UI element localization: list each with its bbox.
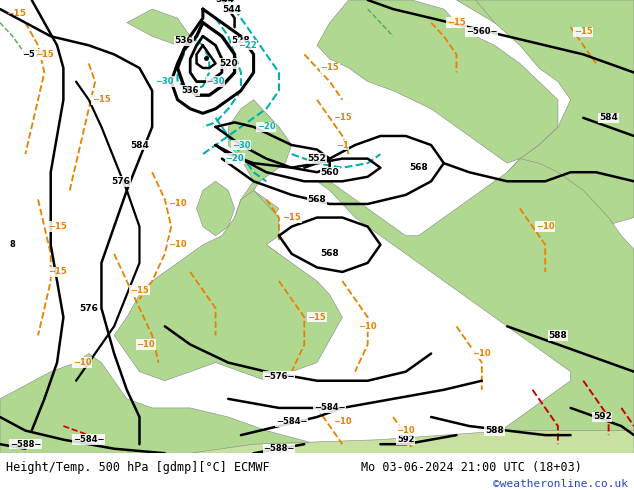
Text: −15: −15 <box>282 213 301 222</box>
Text: −15: −15 <box>307 313 327 322</box>
Text: 576: 576 <box>111 177 130 186</box>
Text: −584−: −584− <box>314 403 346 413</box>
Polygon shape <box>317 0 558 163</box>
Text: −15: −15 <box>333 113 352 122</box>
Text: −15: −15 <box>35 50 54 59</box>
Text: −576−: −576− <box>263 372 295 381</box>
Text: −10: −10 <box>358 322 377 331</box>
Text: −15: −15 <box>574 27 593 36</box>
Text: 544: 544 <box>222 4 241 14</box>
Text: −584−: −584− <box>276 417 307 426</box>
Text: Height/Temp. 500 hPa [gdmp][°C] ECMWF: Height/Temp. 500 hPa [gdmp][°C] ECMWF <box>6 462 270 474</box>
Text: −15: −15 <box>48 268 67 276</box>
Text: 584: 584 <box>599 113 618 122</box>
Text: Mo 03-06-2024 21:00 UTC (18+03): Mo 03-06-2024 21:00 UTC (18+03) <box>361 462 582 474</box>
Text: 544: 544 <box>216 0 235 4</box>
Text: −15: −15 <box>48 222 67 231</box>
Text: 560: 560 <box>320 168 339 177</box>
Text: 8: 8 <box>10 240 16 249</box>
Text: 520: 520 <box>219 59 238 68</box>
Text: −15: −15 <box>6 9 27 18</box>
Text: −15: −15 <box>320 64 339 73</box>
Text: −10: −10 <box>73 358 92 367</box>
Text: 568: 568 <box>307 195 327 204</box>
Text: −576−: −576− <box>22 50 54 59</box>
Text: −15: −15 <box>447 18 466 27</box>
Text: 552: 552 <box>307 154 327 163</box>
Polygon shape <box>228 99 292 263</box>
Text: −20: −20 <box>257 122 276 131</box>
Text: 592: 592 <box>397 435 415 444</box>
Text: −1: −1 <box>336 141 349 149</box>
Text: −584−: −584− <box>73 435 105 444</box>
Text: 588: 588 <box>548 331 567 340</box>
Polygon shape <box>190 431 634 453</box>
Polygon shape <box>197 181 235 236</box>
Text: −10: −10 <box>536 222 555 231</box>
Text: 528: 528 <box>231 36 250 45</box>
Text: 584: 584 <box>130 141 149 149</box>
Text: −10: −10 <box>333 417 352 426</box>
Text: −30: −30 <box>231 141 250 149</box>
Text: −588−: −588− <box>10 440 41 449</box>
Text: ©weatheronline.co.uk: ©weatheronline.co.uk <box>493 480 628 490</box>
Text: −22: −22 <box>238 41 257 50</box>
Polygon shape <box>127 9 190 46</box>
Text: 536: 536 <box>174 36 193 45</box>
Text: −30: −30 <box>206 77 225 86</box>
Text: 592: 592 <box>593 413 612 421</box>
Text: −10: −10 <box>136 340 155 349</box>
Text: 568: 568 <box>320 249 339 258</box>
Text: −30: −30 <box>155 77 174 86</box>
Text: 588: 588 <box>485 426 504 435</box>
Text: −10: −10 <box>168 199 187 208</box>
Text: −20: −20 <box>225 154 244 163</box>
Text: −588−: −588− <box>263 444 295 453</box>
Text: −10: −10 <box>472 349 491 358</box>
Text: 536: 536 <box>181 86 199 95</box>
Text: −560−: −560− <box>466 27 498 36</box>
Polygon shape <box>476 0 634 226</box>
Polygon shape <box>114 191 342 381</box>
Text: −15: −15 <box>130 286 149 294</box>
Text: −15: −15 <box>92 95 111 104</box>
Polygon shape <box>456 0 634 68</box>
Polygon shape <box>0 159 634 453</box>
Text: 568: 568 <box>409 163 428 172</box>
Text: 576: 576 <box>79 304 98 313</box>
Text: −10: −10 <box>168 240 187 249</box>
Text: −10: −10 <box>396 426 415 435</box>
